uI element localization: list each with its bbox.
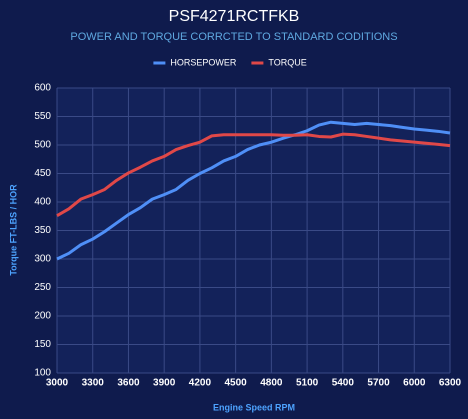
y-tick-label: 300 [34, 254, 51, 265]
y-tick-label: 500 [34, 140, 51, 151]
y-tick-label: 250 [34, 282, 51, 293]
y-axis-label: Torque FT-LBS / HOR [8, 184, 18, 276]
x-tick-label: 5400 [332, 378, 355, 389]
x-tick-label: 5100 [296, 378, 319, 389]
x-tick-label: 6300 [439, 378, 462, 389]
x-tick-label: 4800 [260, 378, 283, 389]
legend-label: HORSEPOWER [170, 57, 237, 67]
y-tick-label: 600 [34, 83, 51, 94]
legend-label: TORQUE [268, 57, 306, 67]
x-tick-label: 3000 [46, 378, 69, 389]
y-tick-label: 350 [34, 225, 51, 236]
chart-title: PSF4271RCTFKB [169, 8, 300, 25]
series-line [56, 132, 451, 217]
chart-subtitle: POWER AND TORQUE CORRCTED TO STANDARD CO… [70, 31, 397, 43]
x-tick-label: 3900 [153, 378, 176, 389]
y-tick-label: 400 [34, 197, 51, 208]
y-tick-label: 100 [34, 368, 51, 379]
y-tick-label: 450 [34, 168, 51, 179]
series-line [56, 120, 451, 261]
y-tick-label: 550 [34, 111, 51, 122]
x-tick-label: 4200 [189, 378, 212, 389]
x-tick-label: 6000 [403, 378, 426, 389]
x-tick-label: 5700 [367, 378, 390, 389]
x-tick-label: 3600 [117, 378, 140, 389]
y-tick-label: 150 [34, 339, 51, 350]
y-tick-label: 200 [34, 311, 51, 322]
x-tick-label: 3300 [82, 378, 105, 389]
x-tick-label: 4500 [225, 378, 248, 389]
x-axis-label: Engine Speed RPM [213, 402, 295, 412]
